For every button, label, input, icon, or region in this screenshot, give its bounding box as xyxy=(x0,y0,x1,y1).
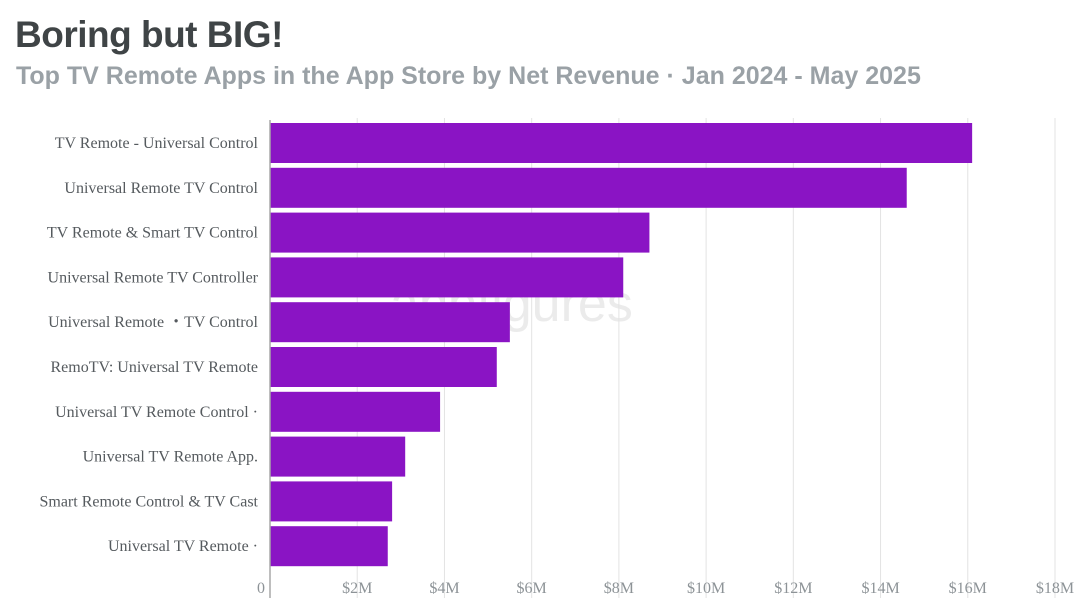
category-label: RemoTV: Universal TV Remote xyxy=(50,359,258,376)
x-tick-label: $14M xyxy=(861,580,899,597)
category-label: Universal Remote TV Controller xyxy=(48,269,259,286)
bars xyxy=(270,123,973,567)
x-tick-label: $8M xyxy=(604,580,634,597)
bar[interactable] xyxy=(270,526,388,567)
x-tick-label: $16M xyxy=(949,580,987,597)
x-tick-label: $4M xyxy=(429,580,459,597)
category-label: TV Remote - Universal Control xyxy=(55,135,259,152)
bar[interactable] xyxy=(270,257,624,298)
category-label: Universal TV Remote App. xyxy=(83,449,258,466)
x-axis-ticks: 0 $2M $4M $6M $8M $10M $12M $14M $16M $18M xyxy=(257,580,1074,597)
category-labels: TV Remote - Universal Control Universal R… xyxy=(39,135,258,555)
bar[interactable] xyxy=(270,436,406,477)
category-label: Universal TV Remote · xyxy=(108,538,258,555)
category-label: Universal Remote TV Control xyxy=(64,180,258,197)
x-tick-label: $18M xyxy=(1036,580,1074,597)
category-label: Universal TV Remote Control · xyxy=(55,404,258,421)
x-tick-label: 0 xyxy=(257,580,265,597)
bar[interactable] xyxy=(270,391,441,432)
bar[interactable] xyxy=(270,347,497,387)
x-tick-label: $10M xyxy=(687,580,725,597)
chart-subtitle: Top TV Remote Apps in the App Store by N… xyxy=(16,62,921,90)
category-label: Universal Remote ・TV Control xyxy=(48,314,258,331)
bar[interactable] xyxy=(270,123,973,163)
bar[interactable] xyxy=(270,212,650,253)
x-tick-label: $2M xyxy=(342,580,372,597)
bar[interactable] xyxy=(270,302,510,343)
x-tick-label: $6M xyxy=(517,580,547,597)
chart-title: Boring but BIG! xyxy=(15,14,283,55)
category-label: TV Remote & Smart TV Control xyxy=(47,225,259,242)
bar[interactable] xyxy=(270,481,393,522)
x-tick-label: $12M xyxy=(774,580,812,597)
bar[interactable] xyxy=(270,167,907,208)
category-label: Smart Remote Control & TV Cast xyxy=(39,493,258,510)
